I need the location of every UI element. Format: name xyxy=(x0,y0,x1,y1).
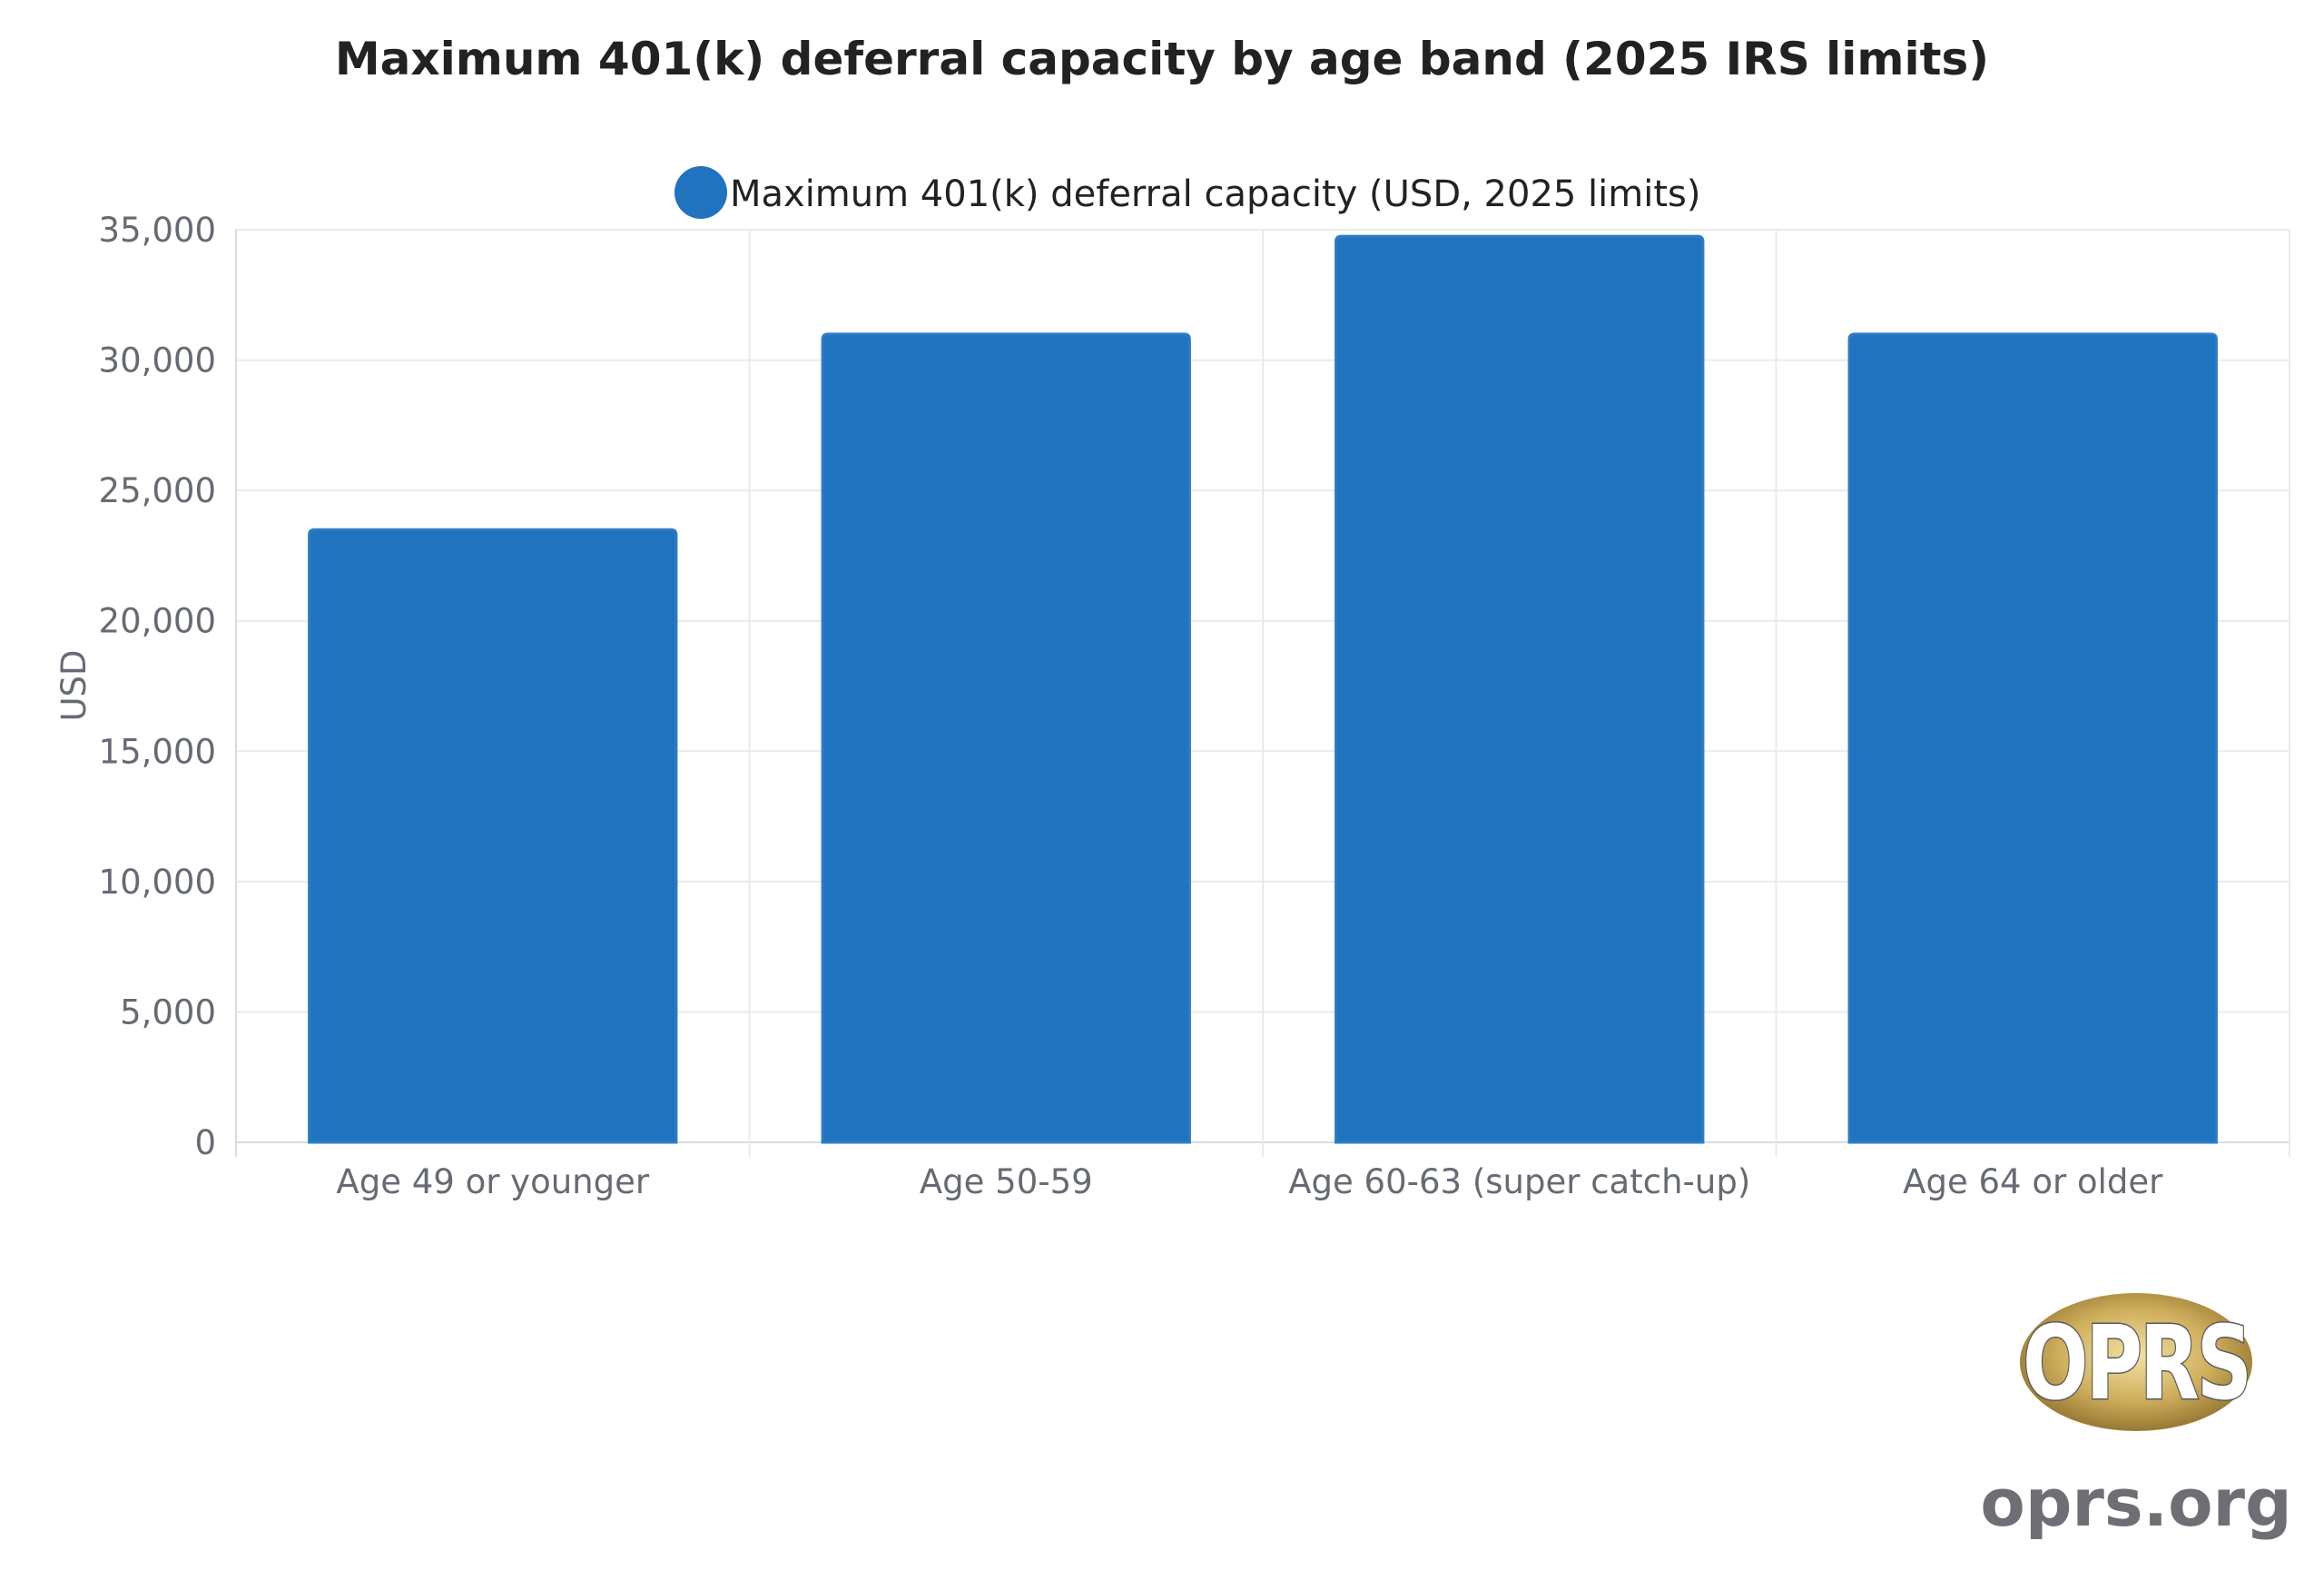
bar[interactable] xyxy=(1334,234,1705,1144)
y-tick-label: 25,000 xyxy=(99,471,216,510)
y-tick-label: 30,000 xyxy=(99,341,216,380)
logo-gold-badge xyxy=(2020,1293,2252,1431)
y-tick-label: 10,000 xyxy=(99,863,216,902)
y-tick-label: 0 xyxy=(194,1123,216,1162)
y-tick-label: 15,000 xyxy=(99,732,216,771)
legend-label[interactable]: Maximum 401(k) deferral capacity (USD, 2… xyxy=(730,173,1701,215)
y-tick-label: 5,000 xyxy=(120,992,216,1032)
bars xyxy=(308,234,2218,1144)
x-tick-label: Age 50-59 xyxy=(920,1162,1093,1201)
legend-swatch[interactable] xyxy=(675,166,727,219)
chart-title: Maximum 401(k) deferral capacity by age … xyxy=(335,33,1989,85)
x-tick-label: Age 64 or older xyxy=(1903,1162,2163,1201)
bar[interactable] xyxy=(1847,332,2218,1144)
y-axis-title: USD xyxy=(54,649,94,721)
y-tick-label: 20,000 xyxy=(99,602,216,641)
x-tick-label: Age 49 or younger xyxy=(336,1162,649,1201)
logo-wordmark: OPRS xyxy=(2023,1305,2250,1423)
bar[interactable] xyxy=(821,332,1191,1144)
axes: 0 5,000 10,000 15,000 20,000 25,000 30,000 35,0… xyxy=(99,211,2164,1201)
oprs-logo: OPRS oprs.org xyxy=(1980,1293,2292,1541)
site-url: oprs.org xyxy=(1980,1465,2291,1541)
legend: Maximum 401(k) deferral capacity (USD, 2… xyxy=(675,166,1701,219)
bar[interactable] xyxy=(308,528,678,1144)
y-tick-label: 35,000 xyxy=(99,211,216,250)
x-tick-label: Age 60-63 (super catch-up) xyxy=(1288,1162,1750,1201)
